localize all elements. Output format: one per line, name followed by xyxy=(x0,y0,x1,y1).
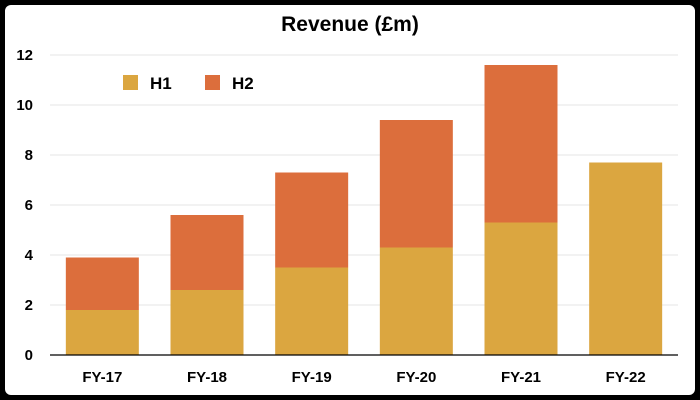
bar-h1-fy-20 xyxy=(379,247,453,355)
bar-h2-fy-20 xyxy=(379,120,453,248)
x-tick-label: FY-21 xyxy=(501,369,541,386)
legend-swatch-h1 xyxy=(123,75,138,90)
legend: H1 H2 xyxy=(123,74,254,93)
y-axis-ticks: 0 2 4 6 8 10 12 xyxy=(16,47,33,364)
bar-h1-fy-19 xyxy=(275,267,349,355)
legend-swatch-h2 xyxy=(205,75,220,90)
bar-h1-fy-18 xyxy=(170,290,244,355)
legend-label-h2: H2 xyxy=(232,74,254,93)
x-tick-label: FY-20 xyxy=(396,369,436,386)
x-tick-label: FY-17 xyxy=(82,369,122,386)
x-tick-label: FY-22 xyxy=(606,369,646,386)
chart-panel: Revenue (£m) 0 2 4 6 8 10 12 FY-17 FY-18 FY-19 FY… xyxy=(5,5,695,395)
x-tick-label: FY-19 xyxy=(292,369,332,386)
y-tick-label: 12 xyxy=(16,47,33,64)
y-tick-label: 10 xyxy=(16,97,33,114)
y-tick-label: 4 xyxy=(25,247,34,264)
bar-h1-fy-17 xyxy=(65,310,139,355)
x-axis-ticks: FY-17 FY-18 FY-19 FY-20 FY-21 FY-22 xyxy=(82,369,645,386)
bar-h1-fy-21 xyxy=(484,222,558,355)
chart-title: Revenue (£m) xyxy=(281,13,419,36)
y-tick-label: 0 xyxy=(25,347,33,364)
bar-h2-fy-17 xyxy=(65,257,139,310)
y-tick-label: 6 xyxy=(25,197,33,214)
bar-h2-fy-21 xyxy=(484,65,558,223)
bar-h2-fy-18 xyxy=(170,215,244,290)
legend-label-h1: H1 xyxy=(150,74,172,93)
y-tick-label: 2 xyxy=(25,297,33,314)
bar-h1-fy-22 xyxy=(589,162,663,355)
x-tick-label: FY-18 xyxy=(187,369,227,386)
grid-lines xyxy=(50,54,678,356)
y-tick-label: 8 xyxy=(25,147,33,164)
bar-h2-fy-19 xyxy=(275,172,349,268)
bars xyxy=(65,65,663,355)
